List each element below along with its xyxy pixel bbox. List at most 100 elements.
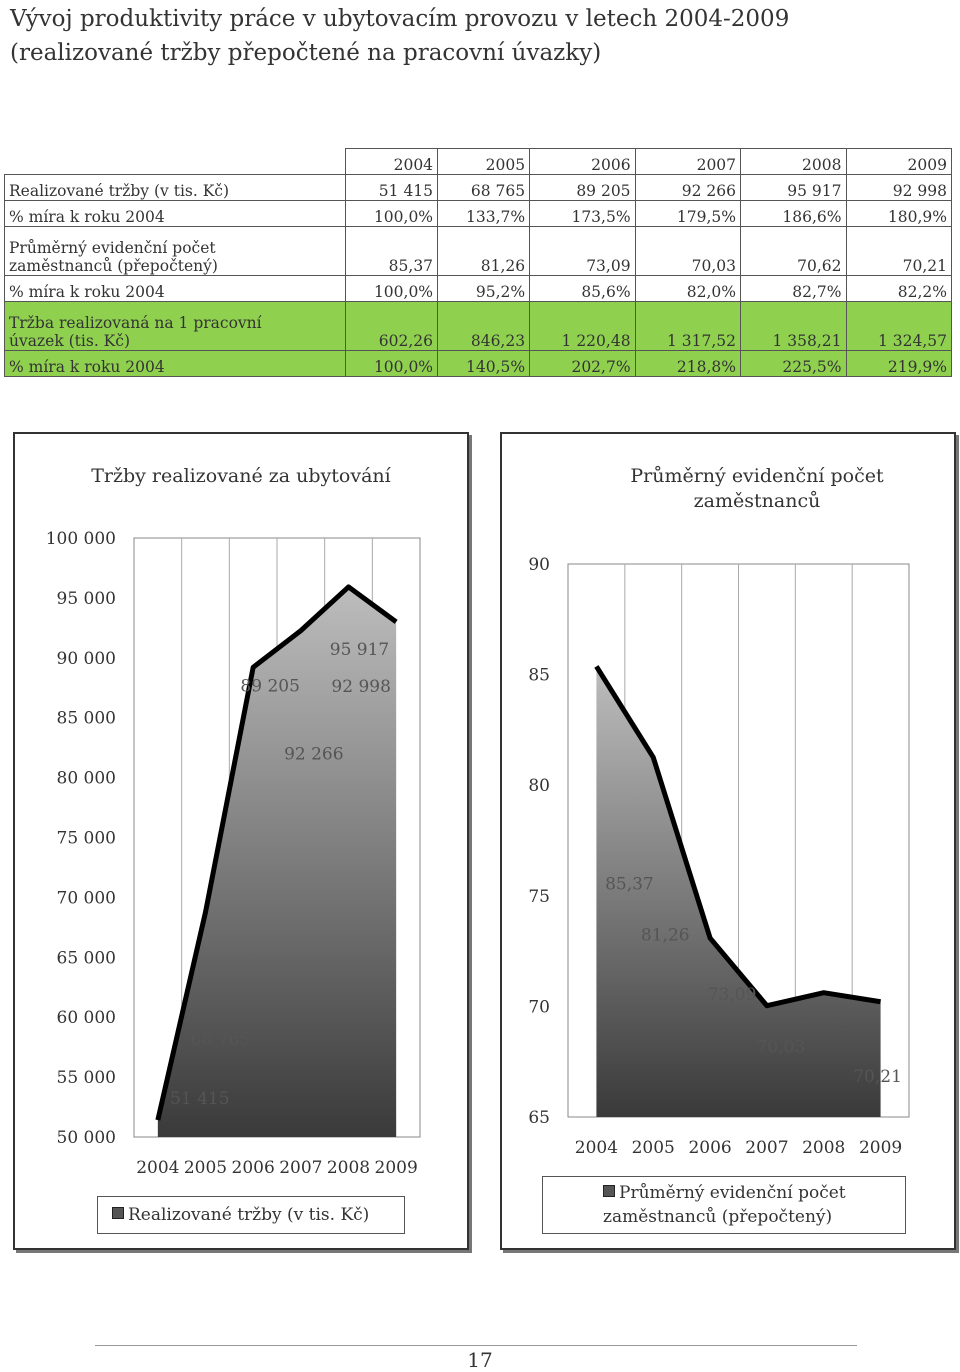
- productivity-table: 2004 2005 2006 2007 2008 2009 Realizovan…: [4, 148, 952, 377]
- y-axis-ticks: 65 70 75 80 85 90: [528, 555, 550, 1128]
- x-tick-label: 2004: [575, 1138, 618, 1158]
- page-title: Vývoj produktivity práce v ubytovacím pr…: [10, 2, 789, 70]
- table-row: % míra k roku 2004 100,0% 133,7% 173,5% …: [4, 200, 952, 227]
- y-tick-label: 70 000: [57, 888, 116, 908]
- table-row: Realizované tržby (v tis. Kč) 51 415 68 …: [4, 174, 952, 201]
- x-axis-ticks: 2004 2005 2006 2007 2008 2009: [136, 1158, 418, 1178]
- y-tick-label: 100 000: [46, 529, 116, 549]
- table-cell: 1 317,52: [634, 301, 742, 351]
- chart-title-line1: Průměrný evidenční počet: [630, 465, 884, 487]
- table-row: Průměrný evidenční počet zaměstnanců (př…: [4, 226, 952, 276]
- x-tick-label: 2006: [688, 1138, 731, 1158]
- y-tick-label: 85: [528, 666, 550, 686]
- y-tick-label: 80: [528, 776, 550, 796]
- table-cell: 100,0%: [344, 350, 439, 377]
- row-label: % míra k roku 2004: [4, 350, 346, 377]
- table-cell: 218,8%: [634, 350, 742, 377]
- table-cell: 219,9%: [845, 350, 952, 377]
- x-tick-label: 2005: [632, 1138, 675, 1158]
- row-label-line1: Tržba realizovaná na 1 pracovní: [9, 314, 262, 332]
- year-header: 2004: [344, 148, 439, 175]
- x-tick-label: 2005: [184, 1158, 227, 1178]
- table-cell: 95,2%: [437, 275, 531, 302]
- table-cell: 173,5%: [529, 200, 636, 227]
- legend-label-line1: Průměrný evidenční počet: [619, 1183, 846, 1203]
- table-cell: 89 205: [529, 174, 636, 201]
- row-label: % míra k roku 2004: [4, 200, 346, 227]
- data-label: 73,09: [708, 985, 757, 1005]
- x-tick-label: 2008: [802, 1138, 845, 1158]
- data-label: 95 917: [330, 640, 389, 660]
- data-label: 70,03: [757, 1038, 806, 1058]
- table-cell: 70,03: [634, 226, 742, 276]
- data-label: 51 415: [170, 1089, 229, 1109]
- data-label: 85,37: [605, 874, 654, 894]
- row-label: Tržba realizovaná na 1 pracovní úvazek (…: [4, 301, 346, 351]
- table-cell: 92 266: [634, 174, 742, 201]
- year-header: 2009: [845, 148, 952, 175]
- row-label-line2: zaměstnanců (přepočtený): [9, 257, 218, 275]
- year-header: 2007: [634, 148, 742, 175]
- table-cell: 202,7%: [529, 350, 636, 377]
- row-label: Realizované tržby (v tis. Kč): [4, 174, 346, 201]
- data-label: 70,21: [853, 1067, 902, 1087]
- revenue-chart: Tržby realizované za ubytování 50 000 55 …: [46, 465, 421, 1178]
- x-tick-label: 2007: [745, 1138, 788, 1158]
- x-tick-label: 2008: [327, 1158, 370, 1178]
- legend-label-line2: zaměstnanců (přepočtený): [603, 1207, 833, 1227]
- table-cell: 186,6%: [740, 200, 847, 227]
- table-cell: 73,09: [529, 226, 636, 276]
- employees-chart-panel: Průměrný evidenční počet zaměstnanců 65 7…: [500, 432, 956, 1250]
- table-cell: 82,2%: [845, 275, 952, 302]
- year-header: 2008: [740, 148, 847, 175]
- legend-swatch: [603, 1185, 615, 1197]
- y-tick-label: 75: [528, 887, 550, 907]
- y-tick-label: 95 000: [57, 589, 116, 609]
- chart-legend: Realizované tržby (v tis. Kč): [97, 1196, 405, 1234]
- revenue-chart-panel: Tržby realizované za ubytování 50 000 55 …: [13, 432, 469, 1250]
- employees-area: [596, 666, 881, 1117]
- data-label: 92 266: [284, 745, 343, 765]
- data-label: 70,62: [800, 1016, 849, 1036]
- legend-label: Realizované tržby (v tis. Kč): [128, 1205, 370, 1225]
- y-tick-label: 85 000: [57, 709, 116, 729]
- y-tick-label: 90 000: [57, 649, 116, 669]
- revenue-area: [157, 586, 397, 1137]
- table-corner-cell: [4, 148, 346, 175]
- x-tick-label: 2007: [279, 1158, 322, 1178]
- table-cell: 85,37: [344, 226, 439, 276]
- table-cell: 180,9%: [845, 200, 952, 227]
- table-cell: 70,21: [845, 226, 952, 276]
- x-tick-label: 2009: [859, 1138, 902, 1158]
- legend-line1-row: Průměrný evidenční počet: [603, 1181, 905, 1205]
- table-cell: 1 358,21: [740, 301, 847, 351]
- table-cell: 68 765: [437, 174, 531, 201]
- footer-rule: [95, 1345, 857, 1346]
- y-tick-label: 50 000: [57, 1128, 116, 1148]
- legend-swatch: [112, 1207, 124, 1219]
- y-tick-label: 65: [528, 1108, 550, 1128]
- chart-title-line2: zaměstnanců: [694, 490, 821, 512]
- y-tick-label: 65 000: [57, 948, 116, 968]
- table-row-highlight: Tržba realizovaná na 1 pracovní úvazek (…: [4, 301, 952, 351]
- table-cell: 85,6%: [529, 275, 636, 302]
- table-cell: 81,26: [437, 226, 531, 276]
- page-title-line1: Vývoj produktivity práce v ubytovacím pr…: [10, 6, 790, 32]
- table-cell: 179,5%: [634, 200, 742, 227]
- data-labels: 51 415 68 765 89 205 92 266 95 917 92 998: [170, 640, 391, 1109]
- table-row-highlight: % míra k roku 2004 100,0% 140,5% 202,7% …: [4, 350, 952, 377]
- data-label: 81,26: [641, 925, 690, 945]
- data-label: 68 765: [191, 1030, 250, 1050]
- table-cell: 82,0%: [634, 275, 742, 302]
- row-label-line1: Průměrný evidenční počet: [9, 239, 216, 257]
- x-tick-label: 2006: [232, 1158, 275, 1178]
- table-cell: 602,26: [344, 301, 439, 351]
- table-cell: 95 917: [740, 174, 847, 201]
- table-cell: 92 998: [845, 174, 952, 201]
- table-cell: 100,0%: [344, 275, 439, 302]
- row-label: Průměrný evidenční počet zaměstnanců (př…: [4, 226, 346, 276]
- table-cell: 133,7%: [437, 200, 531, 227]
- table-cell: 82,7%: [740, 275, 847, 302]
- table-cell: 846,23: [437, 301, 531, 351]
